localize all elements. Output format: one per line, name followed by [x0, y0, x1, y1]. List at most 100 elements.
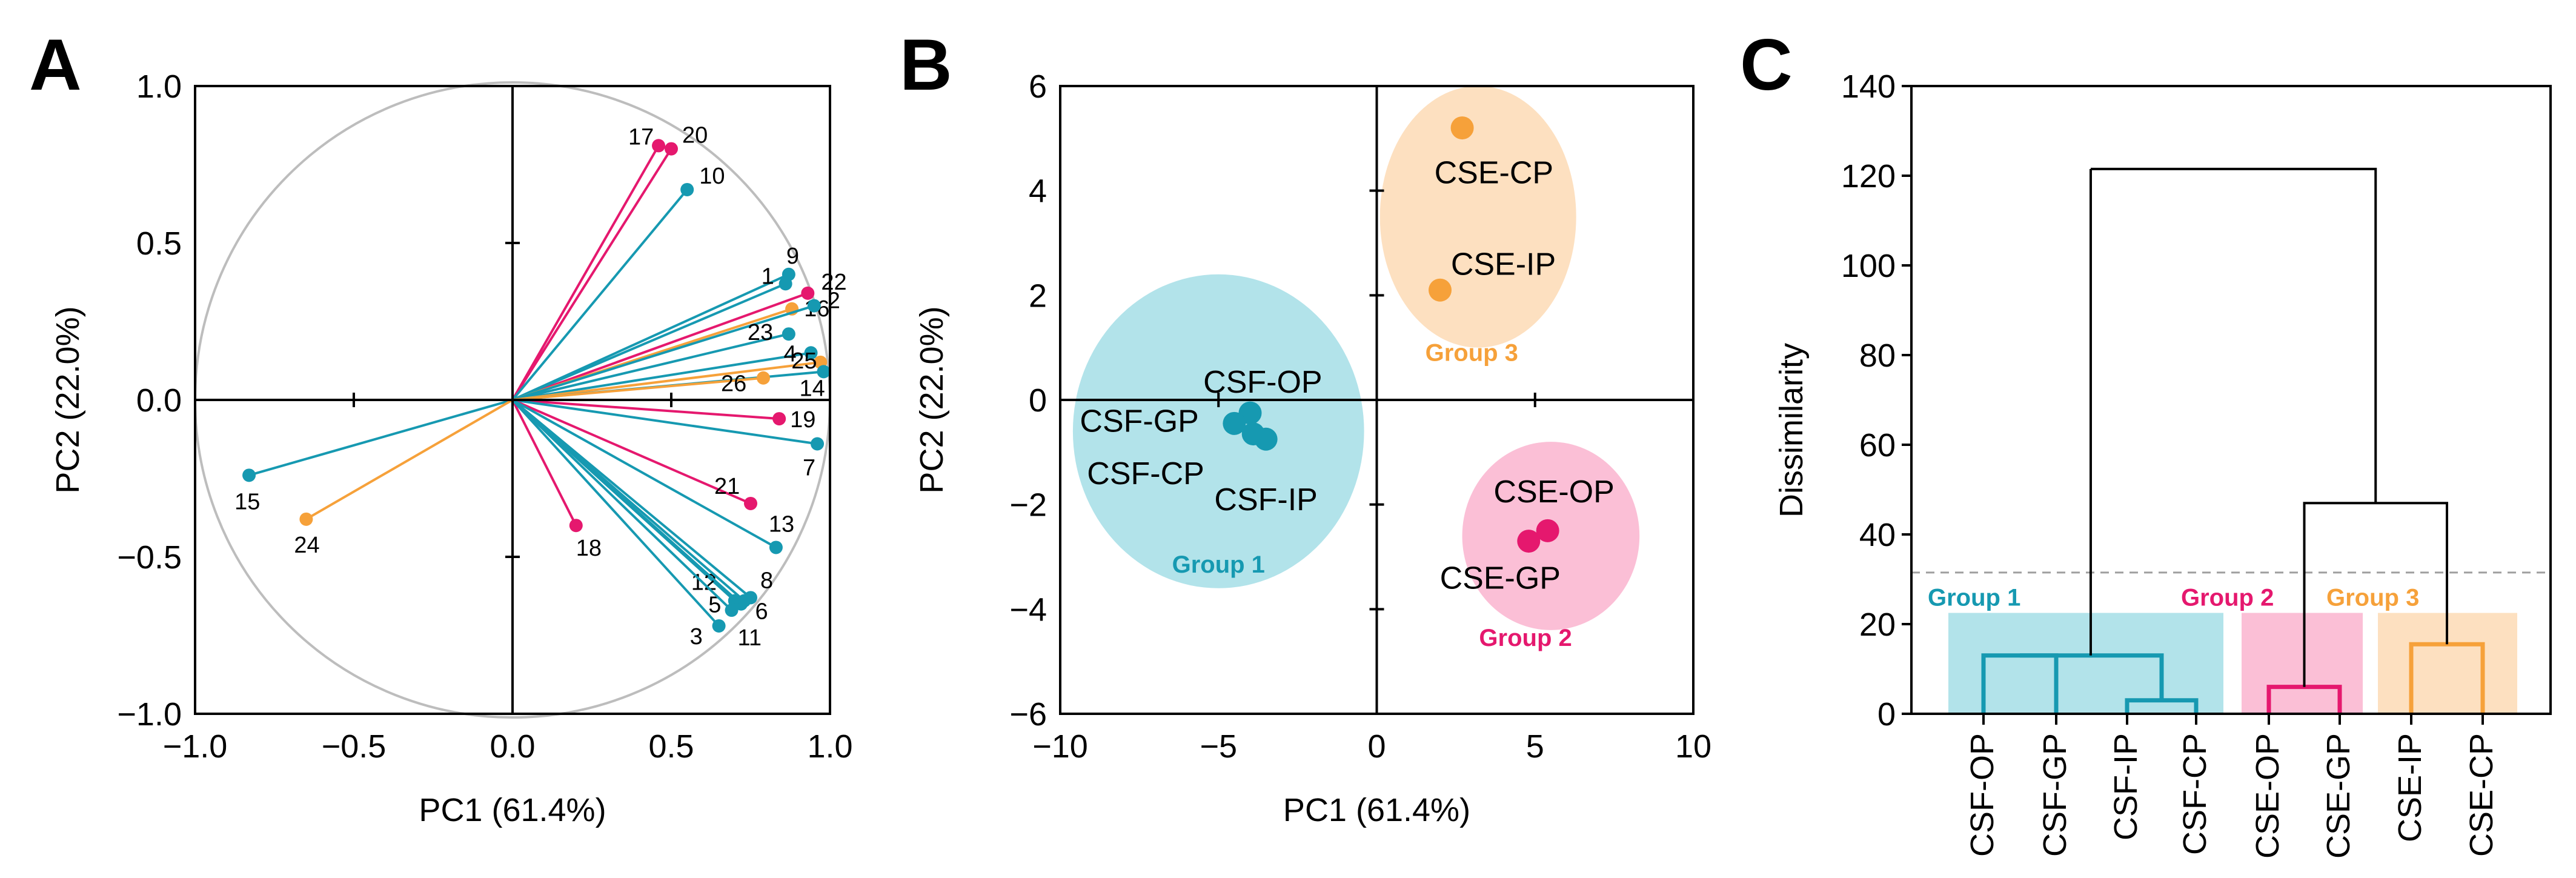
y-axis-title-b: PC2 (22.0%)	[914, 306, 950, 493]
leaf-label-csf-ip: CSF-IP	[2108, 733, 2144, 840]
loading-point-22	[801, 286, 815, 300]
loading-vector-15	[248, 399, 513, 477]
loading-vector-1	[512, 282, 786, 401]
sample-label-cse-op: CSE-OP	[1493, 474, 1614, 510]
x-tick-label: −1.0	[163, 728, 228, 765]
x-tick-label: −10	[1032, 728, 1088, 765]
x-tick-label: −5	[1200, 728, 1237, 765]
loading-label-19: 19	[790, 407, 815, 433]
loading-point-15	[242, 468, 256, 482]
loading-point-4	[804, 346, 818, 360]
y-tick-label: 20	[1859, 607, 1896, 643]
y-axis-title-a: PC2 (22.0%)	[50, 306, 86, 493]
sample-label-csf-op: CSF-OP	[1203, 365, 1322, 400]
panel-a-loadings-plot: A 17201092211622342514261972113181285611…	[29, 24, 853, 828]
loading-vector-2	[512, 304, 815, 401]
sample-label-cse-cp: CSE-CP	[1435, 155, 1553, 190]
sample-label-cse-ip: CSE-IP	[1451, 247, 1556, 282]
panel-c-dendrogram: C Group 1 Group 2 Group 3 0 20 40 60 80 100 120 1…	[1740, 24, 2552, 859]
loading-point-2	[807, 299, 821, 313]
loading-vector-7	[512, 399, 818, 445]
y-tick-label: 60	[1859, 427, 1896, 464]
merge-root	[2091, 167, 2377, 504]
loading-point-17	[652, 139, 666, 153]
y-tick-label: 120	[1841, 158, 1896, 195]
loading-vector-26	[512, 376, 764, 401]
loading-label-21: 21	[714, 474, 740, 499]
loading-vector-17	[511, 145, 660, 401]
merge-group-1	[2020, 653, 2164, 700]
loading-vector-21	[512, 399, 751, 505]
loading-point-3	[712, 619, 726, 633]
group-1-label: Group 1	[1928, 585, 2020, 611]
x-tick-label: 0.0	[490, 728, 535, 765]
y-tick-label: 0.5	[136, 225, 182, 262]
loading-point-18	[569, 519, 583, 533]
loading-point-7	[811, 437, 825, 451]
loading-label-17: 17	[628, 124, 654, 150]
y-tick-label: 0	[1029, 382, 1047, 419]
loading-point-10	[680, 182, 694, 196]
loading-point-11	[725, 604, 739, 617]
group-1-band	[1948, 613, 2223, 714]
loading-label-13: 13	[769, 511, 794, 537]
x-axis-title-b: PC1 (61.4%)	[1283, 792, 1470, 828]
sample-label-csf-cp: CSF-CP	[1087, 456, 1204, 491]
y-tick-label: 4	[1029, 173, 1047, 210]
leaf-label-csf-gp: CSF-GP	[2037, 733, 2073, 857]
loading-label-20: 20	[682, 123, 708, 148]
sample-point-cse-ip	[1429, 278, 1452, 302]
loading-vector-25	[512, 361, 821, 401]
leaf-label-cse-ip: CSE-IP	[2392, 733, 2428, 842]
loading-point-23	[782, 327, 795, 341]
loading-label-11: 11	[738, 625, 762, 651]
loading-point-21	[744, 496, 757, 510]
axes-c: 0 20 40 60 80 100 120 140 CSF-OP CSF-GP CSF-IP CSF-…	[1841, 68, 2552, 859]
loading-label-8: 8	[760, 568, 773, 593]
sample-label-csf-ip: CSF-IP	[1214, 482, 1317, 517]
loading-label-15: 15	[234, 489, 260, 514]
leaf-label-csf-cp: CSF-CP	[2177, 733, 2213, 855]
loading-point-20	[665, 142, 678, 156]
leaf-label-cse-cp: CSE-CP	[2463, 733, 2500, 857]
group-1-label: Group 1	[1172, 551, 1265, 578]
sample-label-csf-gp: CSF-GP	[1080, 404, 1198, 439]
y-tick-label: 140	[1841, 68, 1896, 105]
loading-vector-24	[305, 399, 514, 520]
loading-label-25: 25	[791, 348, 817, 374]
loading-label-14: 14	[800, 376, 825, 401]
loading-point-19	[772, 412, 786, 426]
plot-frame	[1910, 85, 2552, 715]
sample-point-cse-op	[1536, 519, 1559, 542]
y-tick-label: 6	[1029, 68, 1047, 105]
loading-label-5: 5	[708, 593, 721, 618]
loading-point-24	[299, 512, 313, 526]
loading-vector-18	[511, 399, 577, 527]
leaf-label-cse-gp: CSE-GP	[2320, 733, 2357, 859]
loading-vector-23	[512, 333, 789, 401]
loading-label-4: 4	[784, 341, 797, 367]
y-tick-label: 80	[1859, 338, 1896, 374]
loading-label-1: 1	[762, 264, 774, 289]
loading-vector-11	[511, 399, 732, 611]
loading-label-10: 10	[699, 164, 725, 189]
group-2-label: Group 2	[2181, 585, 2274, 611]
sample-point-cse-cp	[1450, 116, 1474, 140]
x-tick-label: 0.5	[648, 728, 694, 765]
y-tick-label: 0	[1877, 696, 1896, 733]
loading-label-23: 23	[748, 320, 773, 345]
loading-label-22: 22	[821, 270, 846, 295]
y-tick-label: −1.0	[117, 696, 182, 733]
loading-vector-19	[512, 399, 780, 421]
loading-label-7: 7	[803, 456, 815, 481]
panel-b-score-plot: B Group 1 Group 2 Group 3 −10 −5 0 5 10 −6 −4 −2 0…	[900, 24, 1711, 828]
leaf-label-csf-op: CSF-OP	[1964, 733, 2000, 857]
loading-vector-4	[512, 351, 811, 401]
group-2-label: Group 2	[1479, 625, 1572, 651]
y-tick-label: −4	[1009, 591, 1047, 628]
loading-label-3: 3	[690, 624, 703, 650]
y-tick-label: 40	[1859, 517, 1896, 553]
dendrogram-tree	[1981, 167, 2485, 714]
loading-label-9: 9	[786, 244, 799, 269]
